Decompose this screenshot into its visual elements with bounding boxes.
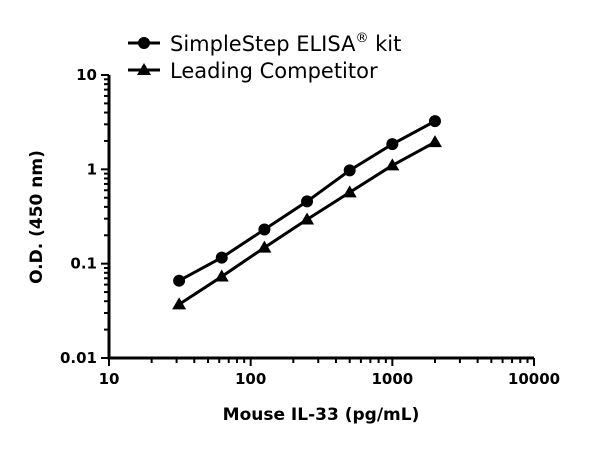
data-point-triangle	[214, 269, 229, 282]
data-point-circle	[215, 251, 228, 264]
legend-label-competitor: Leading Competitor	[170, 59, 378, 83]
data-point-triangle	[300, 212, 315, 225]
data-point-triangle	[385, 158, 400, 171]
data-point-circle	[428, 115, 441, 128]
x-tick-label: 100	[235, 370, 266, 388]
data-point-circle	[173, 274, 186, 287]
data-point-circle	[258, 223, 271, 236]
data-point-circle	[343, 164, 356, 177]
y-tick-label: 10	[76, 66, 97, 84]
data-point-triangle	[257, 240, 272, 253]
x-tick-label: 10	[99, 370, 120, 388]
triangle-marker-icon	[137, 63, 151, 75]
data-point-triangle	[427, 135, 442, 148]
circle-marker-icon	[138, 37, 150, 49]
axes: 10 100 1000 10000 0.01 0.1 1 10	[60, 66, 560, 388]
x-tick-label: 10000	[508, 370, 560, 388]
y-axis-label: O.D. (450 nm)	[27, 150, 47, 284]
legend-item-competitor: Leading Competitor	[128, 59, 378, 83]
y-tick-label: 1	[87, 160, 97, 178]
data-point-triangle	[172, 297, 187, 310]
x-axis-label: Mouse IL-33 (pg/mL)	[223, 405, 420, 425]
data-point-triangle	[342, 185, 357, 198]
x-tick-label: 1000	[371, 370, 413, 388]
legend-item-simplestep: SimpleStep ELISA® kit	[128, 31, 401, 56]
data-point-circle	[301, 195, 314, 208]
data-point-circle	[386, 138, 399, 151]
legend-label-simplestep: SimpleStep ELISA® kit	[170, 31, 401, 56]
plot-area	[172, 115, 442, 310]
y-tick-label: 0.01	[60, 349, 97, 367]
y-tick-label: 0.1	[70, 255, 97, 273]
legend: SimpleStep ELISA® kit Leading Competitor	[128, 31, 401, 83]
